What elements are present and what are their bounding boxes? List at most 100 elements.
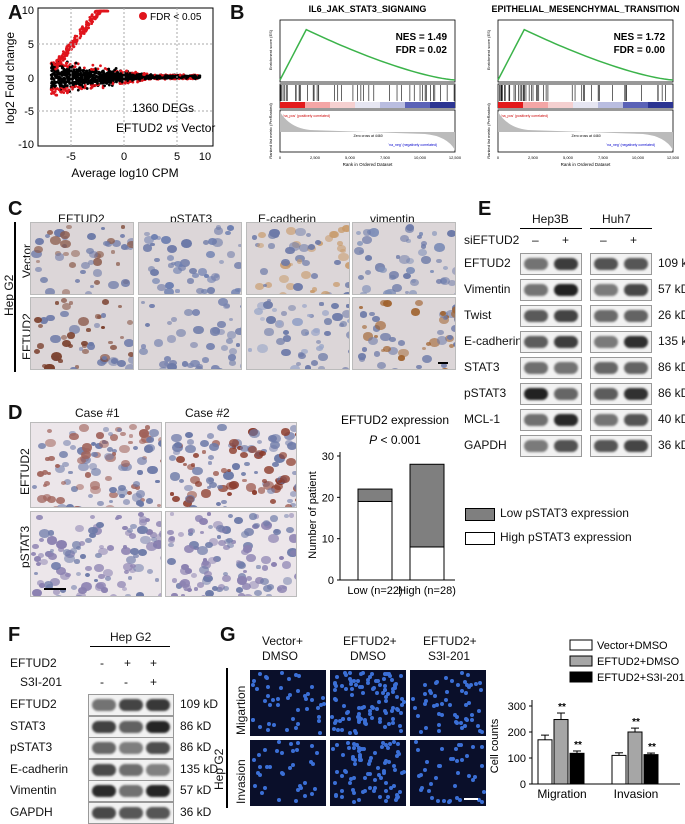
cell-nucleus — [416, 365, 422, 369]
cell-nucleus — [441, 368, 449, 370]
cell-nucleus — [103, 569, 113, 577]
cell-nucleus — [127, 320, 134, 325]
stained-cell — [442, 799, 446, 803]
sign: – — [600, 233, 607, 247]
stained-cell — [276, 703, 280, 707]
molecular-weight: 86 kD — [180, 719, 211, 733]
scatter-point — [82, 72, 85, 75]
scatter-point — [62, 91, 65, 94]
cell-nucleus — [311, 273, 318, 279]
ihc-patient-image — [30, 511, 162, 597]
cell-nucleus — [358, 353, 367, 360]
cell-nucleus — [443, 266, 448, 270]
blot-strip — [520, 253, 582, 275]
xtick: 10 — [199, 151, 211, 163]
bar — [554, 720, 568, 784]
blot-band — [146, 807, 170, 819]
scatter-point — [157, 75, 160, 78]
cell-nucleus — [302, 260, 310, 267]
cell-nucleus — [90, 285, 94, 288]
cell-nucleus — [129, 424, 137, 430]
protein-label: STAT3 — [464, 360, 500, 374]
cell-nucleus — [55, 301, 59, 305]
scatter-point — [54, 84, 57, 87]
scatter-point — [91, 64, 94, 67]
scatter-point — [140, 76, 143, 79]
cell-nucleus — [324, 331, 331, 336]
cell-nucleus — [221, 500, 227, 505]
cell-nucleus — [319, 302, 323, 305]
scatter-point — [90, 22, 93, 25]
stained-cell — [456, 771, 460, 775]
protein-label: E-cadherin — [464, 334, 522, 348]
blot-strip — [520, 279, 582, 301]
stained-cell — [346, 710, 350, 714]
cell-nucleus — [170, 472, 180, 480]
stained-cell — [425, 760, 429, 764]
legend-high: High pSTAT3 expression — [500, 530, 632, 544]
cell-nucleus — [269, 445, 278, 452]
cell-nucleus — [209, 482, 217, 488]
cell-nucleus — [375, 321, 386, 330]
cell-nucleus — [284, 514, 289, 518]
stained-cell — [383, 684, 387, 688]
cell-nucleus — [368, 337, 378, 345]
blot-band — [146, 699, 170, 711]
stained-cell — [467, 701, 471, 705]
scatter-point — [73, 45, 76, 48]
cell-nucleus — [346, 331, 350, 339]
cell-nucleus — [235, 288, 239, 291]
cell-nucleus — [206, 251, 214, 258]
scatter-point — [116, 75, 119, 78]
cell-nucleus — [32, 589, 42, 597]
stained-cell — [257, 753, 261, 757]
molecular-weight: 57 kD — [658, 282, 685, 296]
cell-nucleus — [170, 512, 174, 515]
stained-cell — [356, 679, 360, 683]
cell-nucleus — [293, 283, 303, 291]
cell-nucleus — [120, 432, 125, 436]
stained-cell — [334, 794, 338, 798]
molecular-weight: 135 kD — [658, 334, 685, 348]
stained-cell — [285, 728, 289, 732]
cell-nucleus — [268, 534, 279, 542]
cell-nucleus — [246, 554, 256, 562]
blot-band — [594, 310, 618, 322]
legend-low: Low pSTAT3 expression — [500, 506, 629, 520]
blot-strip — [520, 357, 582, 379]
blot-band — [146, 742, 170, 754]
cell-nucleus — [32, 485, 37, 489]
cell-nucleus — [102, 356, 107, 360]
blot-band — [624, 362, 648, 374]
ytick: 300 — [508, 701, 526, 713]
cell-nucleus — [200, 531, 204, 534]
stained-cell — [423, 692, 427, 696]
cell-nucleus — [362, 325, 367, 329]
cell-nucleus — [267, 584, 275, 590]
cell-nucleus — [56, 540, 67, 549]
cell-nucleus — [191, 573, 197, 578]
cell-nucleus — [86, 248, 94, 254]
blot-band — [119, 785, 143, 797]
stained-cell — [277, 740, 281, 744]
legend-fdr: FDR < 0.05 — [150, 12, 202, 23]
blot-band — [92, 721, 116, 733]
cell-nucleus — [95, 314, 100, 318]
stained-cell — [383, 761, 387, 765]
xtick: 0 — [497, 155, 500, 160]
cell-nucleus — [75, 279, 80, 283]
scatter-point — [66, 73, 69, 76]
blot-strip — [590, 279, 652, 301]
cell-nucleus — [243, 545, 253, 553]
cell-nucleus — [316, 340, 321, 344]
cell-nucleus — [357, 241, 363, 246]
stained-cell — [454, 747, 458, 751]
cell-nucleus — [374, 351, 380, 356]
cell-nucleus — [365, 270, 371, 275]
cell-nucleus — [451, 325, 456, 333]
scatter-point — [108, 84, 111, 87]
cell-nucleus — [187, 439, 194, 445]
x-axis-label: Rank in Ordered Dataset — [561, 162, 612, 167]
cell-nucleus — [69, 433, 78, 441]
cell-nucleus — [35, 267, 41, 272]
